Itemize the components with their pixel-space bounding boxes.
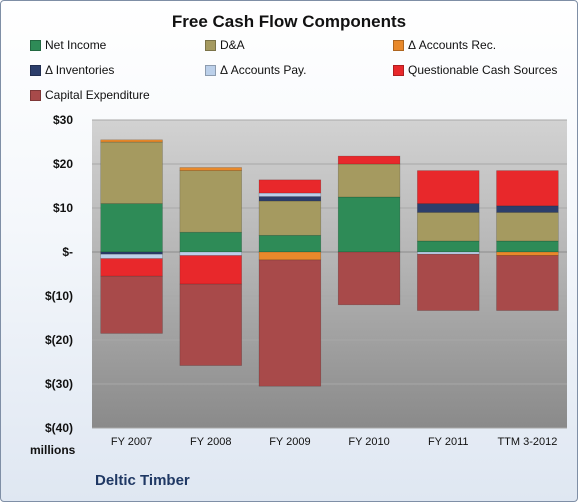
y-tick-label: $10 bbox=[52, 201, 73, 215]
legend-item: Δ Accounts Pay. bbox=[205, 63, 307, 77]
bar-segment bbox=[496, 240, 559, 253]
legend-item: D&A bbox=[205, 38, 245, 52]
bar-segment bbox=[258, 234, 322, 253]
legend-item: Questionable Cash Sources bbox=[393, 63, 557, 77]
x-tick-label: FY 2007 bbox=[110, 436, 153, 448]
bar-segment bbox=[496, 212, 559, 242]
x-tick-label: TTM 3-2012 bbox=[497, 436, 558, 448]
y-tick-label: $(20) bbox=[44, 333, 73, 347]
bar-segment bbox=[496, 255, 559, 311]
x-tick-label: FY 2008 bbox=[190, 436, 232, 448]
bar-segment bbox=[337, 155, 401, 165]
bar-segment bbox=[417, 253, 480, 311]
bar-segment bbox=[337, 196, 401, 253]
legend-item: Capital Expenditure bbox=[30, 88, 150, 102]
bar-segment bbox=[417, 170, 480, 204]
units-label: millions bbox=[30, 443, 76, 457]
bar-segment bbox=[417, 212, 480, 242]
bar-segment bbox=[258, 200, 322, 236]
bar-segment bbox=[100, 258, 163, 277]
y-tick-label: $- bbox=[62, 245, 73, 259]
company-name: Deltic Timber bbox=[95, 472, 190, 489]
y-tick-label: $(30) bbox=[44, 377, 73, 391]
legend-swatch bbox=[205, 39, 216, 51]
bar-segment bbox=[496, 205, 559, 213]
legend-swatch bbox=[393, 39, 404, 51]
legend-swatch bbox=[205, 64, 216, 76]
plot-background bbox=[92, 120, 567, 428]
bar-segment bbox=[337, 163, 401, 198]
bar-segment bbox=[179, 251, 242, 256]
bar-segment bbox=[337, 251, 401, 306]
bar-segment bbox=[417, 240, 480, 253]
y-tick-label: $(40) bbox=[44, 421, 73, 435]
bar-segment bbox=[179, 283, 242, 366]
bar-segment bbox=[100, 139, 163, 143]
legend-swatch bbox=[30, 89, 41, 101]
legend-item: Net Income bbox=[30, 38, 106, 52]
bar-segment bbox=[179, 170, 242, 233]
bar-segment bbox=[100, 253, 163, 259]
legend-swatch bbox=[393, 64, 404, 76]
bar-segment bbox=[496, 170, 559, 207]
legend-item: Δ Accounts Rec. bbox=[393, 38, 496, 52]
bar-segment bbox=[100, 275, 163, 334]
bar-segment bbox=[258, 179, 322, 194]
bar-segment bbox=[179, 167, 242, 171]
y-tick-label: $30 bbox=[52, 113, 73, 127]
bar-segment bbox=[179, 255, 242, 285]
legend-label: Δ Accounts Pay. bbox=[220, 63, 307, 77]
bar-segment bbox=[100, 141, 163, 204]
y-tick-label: $20 bbox=[52, 157, 73, 171]
legend-item: Δ Inventories bbox=[30, 63, 114, 77]
legend-label: Δ Inventories bbox=[45, 63, 115, 77]
bar-segment bbox=[258, 196, 322, 202]
bar-segment bbox=[100, 251, 163, 255]
legend-label: Net Income bbox=[45, 38, 107, 52]
bar-segment bbox=[496, 251, 559, 256]
chart-title: Free Cash Flow Components bbox=[171, 12, 407, 31]
bar-segment bbox=[258, 251, 322, 261]
bar-segment bbox=[258, 259, 322, 387]
x-tick-label: FY 2010 bbox=[348, 436, 390, 448]
x-tick-label: FY 2009 bbox=[269, 436, 311, 448]
bar-segment bbox=[100, 203, 163, 253]
bar-segment bbox=[179, 231, 242, 253]
bar-segment bbox=[417, 203, 480, 213]
y-tick-label: $(10) bbox=[44, 289, 73, 303]
legend-swatch bbox=[30, 39, 41, 51]
legend-label: Δ Accounts Rec. bbox=[408, 38, 497, 52]
legend-swatch bbox=[30, 64, 41, 76]
x-tick-label: FY 2011 bbox=[427, 436, 469, 448]
bar-segment bbox=[258, 192, 322, 197]
legend-label: Questionable Cash Sources bbox=[408, 63, 558, 77]
legend-label: D&A bbox=[220, 38, 245, 52]
bar-segment bbox=[417, 251, 480, 255]
legend-label: Capital Expenditure bbox=[45, 88, 150, 102]
